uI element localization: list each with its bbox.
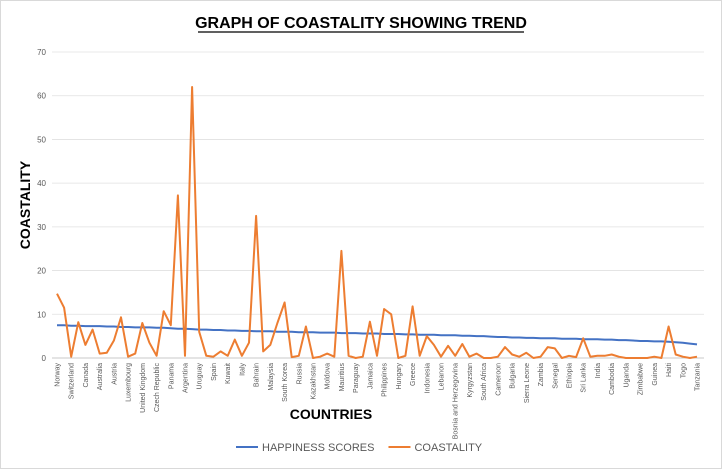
y-tick-label: 40 [37, 179, 46, 188]
y-tick-label: 70 [37, 48, 46, 57]
x-tick-label: Australia [97, 363, 104, 390]
x-tick-label: Zambia [538, 363, 545, 386]
chart-title: GRAPH OF COASTALITY SHOWING TREND [195, 15, 527, 32]
y-tick-label: 30 [37, 223, 46, 232]
x-tick-label: South Africa [481, 363, 488, 401]
x-tick-label: Switzerland [69, 363, 76, 399]
x-tick-label: Cambodia [609, 363, 616, 395]
x-tick-label: Kuwait [225, 363, 232, 384]
x-tick-label: Sri Lanka [581, 363, 588, 393]
y-tick-label: 10 [37, 310, 46, 319]
x-tick-label: Bosnia and Herzegovina [453, 363, 460, 439]
y-axis-label: COASTALITY [17, 160, 33, 249]
x-tick-label: India [595, 363, 602, 378]
x-tick-label: Sierra Leone [524, 363, 531, 403]
x-tick-label: Spain [211, 363, 218, 381]
y-tick-label: 0 [42, 354, 47, 363]
x-tick-label: Bulgaria [510, 363, 517, 389]
x-tick-label: Togo [680, 363, 687, 378]
x-tick-label: Greece [410, 363, 417, 386]
x-tick-label: Canada [83, 363, 90, 388]
x-tick-label: Russia [296, 363, 303, 385]
x-tick-label: Czech Republic [154, 363, 161, 413]
legend-label: HAPPINESS SCORES [262, 442, 374, 454]
series-line [57, 324, 698, 346]
x-tick-label: Uruguay [197, 363, 204, 390]
x-tick-label: Senegal [552, 363, 559, 389]
x-tick-label: Kyrgyzstan [467, 363, 474, 398]
x-tick-label: Hungary [396, 363, 403, 390]
x-tick-label: Paraguay [353, 363, 360, 393]
x-tick-label: United Kingdom [140, 363, 147, 413]
x-tick-label: Zimbabwe [638, 363, 645, 395]
x-tick-label: Malaysia [268, 363, 275, 391]
x-tick-label: Italy [239, 363, 246, 376]
x-tick-label: Kazakhstan [311, 363, 318, 400]
x-tick-label: Bahrain [254, 363, 261, 387]
x-tick-label: Jamaica [367, 363, 374, 389]
x-tick-label: Uganda [623, 363, 630, 388]
x-tick-label: Guinea [652, 363, 659, 386]
y-tick-label: 60 [37, 92, 46, 101]
x-tick-label: Haiti [666, 363, 673, 377]
series-line [56, 86, 698, 359]
x-tick-label: Austria [111, 363, 118, 385]
y-tick-label: 20 [37, 267, 46, 276]
x-tick-label: Luxembourg [126, 363, 133, 402]
x-tick-label: Lebanon [439, 363, 446, 390]
x-tick-label: Panama [168, 363, 175, 389]
x-tick-label: Argentina [183, 363, 190, 393]
x-tick-label: Philippines [382, 363, 389, 397]
legend-label: COASTALITY [414, 442, 482, 454]
x-tick-label: South Korea [282, 363, 289, 402]
x-tick-label: Moldova [325, 363, 332, 390]
x-tick-label: Mauritius [339, 363, 346, 392]
x-tick-label: Indonesia [424, 363, 431, 393]
x-tick-label: Cameroon [495, 363, 502, 396]
x-axis-label: COUNTRIES [290, 406, 372, 422]
x-tick-label: Norway [55, 363, 62, 387]
x-tick-label: Ethiopia [567, 363, 574, 388]
y-tick-label: 50 [37, 135, 46, 144]
x-tick-label: Tanzania [695, 363, 702, 391]
